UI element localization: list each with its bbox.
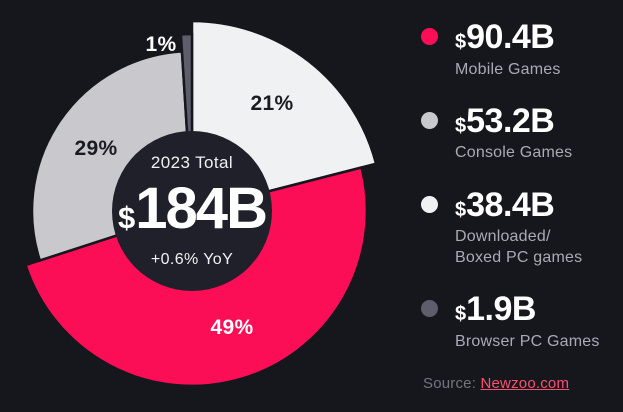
legend-label: Mobile Games	[455, 60, 561, 78]
legend-dot-downloaded-boxed-pc-games-icon	[421, 195, 438, 213]
donut-hole	[112, 131, 272, 291]
currency-symbol: $	[455, 198, 467, 221]
legend-value: $90.4B	[455, 18, 555, 56]
source-attribution: Source: Newzoo.com	[423, 375, 569, 392]
legend-label: Downloaded/ Boxed PC games	[455, 228, 583, 267]
legend-item-console-games: $53.2B Console Games	[420, 101, 620, 164]
segment-percent-label: 49%	[210, 316, 254, 339]
legend-dot-browser-pc-games-icon	[421, 300, 438, 318]
donut-chart	[23, 19, 378, 388]
legend-dot-mobile-games-icon	[421, 28, 438, 45]
legend-value: $38.4B	[455, 185, 555, 224]
donut-chart-area: 2023 Total $184B +0.6% YoY 21% 49% 29% 1%	[23, 19, 378, 388]
legend-item-downloaded-boxed-pc-games: $38.4B Downloaded/ Boxed PC games	[420, 185, 620, 269]
chart-legend: $90.4B Mobile Games $53.2B Console Games…	[420, 20, 620, 376]
currency-symbol: $	[455, 303, 467, 326]
currency-symbol: $	[118, 200, 136, 235]
legend-item-text: $38.4B Downloaded/ Boxed PC games	[455, 185, 583, 269]
chart-center-growth: +0.6% YoY	[150, 251, 234, 268]
source-prefix: Source:	[423, 375, 481, 392]
legend-item-mobile-games: $90.4B Mobile Games	[420, 20, 620, 80]
legend-item-text: $1.9B Browser PC Games	[455, 292, 600, 352]
chart-center-total-value: 184B	[135, 176, 268, 241]
currency-symbol: $	[455, 31, 467, 53]
chart-center-summary: 2023 Total $184B +0.6% YoY	[107, 153, 277, 269]
legend-value: $53.2B	[455, 101, 555, 140]
segment-percent-label: 21%	[250, 92, 294, 115]
chart-center-total: $184B	[107, 180, 277, 238]
source-link[interactable]: Newzoo.com	[480, 375, 570, 392]
segment-percent-label: 29%	[74, 137, 118, 160]
segment-percent-label: 1%	[145, 33, 177, 56]
legend-item-browser-pc-games: $1.9B Browser PC Games	[420, 292, 620, 352]
legend-item-text: $90.4B Mobile Games	[455, 20, 561, 80]
currency-symbol: $	[455, 114, 467, 137]
chart-center-title: 2023 Total	[150, 153, 234, 172]
legend-item-text: $53.2B Console Games	[455, 101, 573, 164]
legend-label: Browser PC Games	[455, 333, 600, 351]
legend-dot-console-games-icon	[421, 111, 438, 129]
legend-value: $1.9B	[455, 290, 536, 329]
legend-label: Console Games	[455, 144, 573, 162]
